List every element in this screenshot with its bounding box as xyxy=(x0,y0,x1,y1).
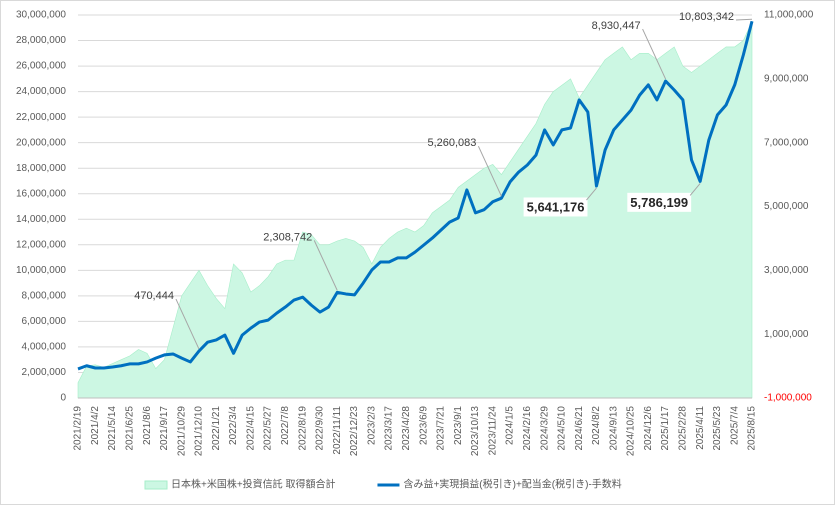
y-tick-label: 16,000,000 xyxy=(16,188,66,199)
x-tick-label: 2022/3/4 xyxy=(228,406,239,445)
x-tick-label: 2022/4/15 xyxy=(245,406,256,451)
x-tick-label: 2025/2/28 xyxy=(678,406,689,451)
x-tick-label: 2023/4/28 xyxy=(401,406,412,451)
data-label: 8,930,447 xyxy=(592,20,641,32)
leader-line xyxy=(175,298,200,350)
leader-line xyxy=(735,18,753,21)
x-tick-label: 2021/4/2 xyxy=(90,406,101,445)
y2-tick-label: 3,000,000 xyxy=(764,265,809,276)
label-box xyxy=(627,192,692,212)
data-label: 470,444 xyxy=(134,290,174,302)
line xyxy=(77,20,754,371)
x-tick-label: 2021/8/6 xyxy=(142,406,153,445)
y-tick-label: 10,000,000 xyxy=(16,265,66,276)
x-tick-label: 2024/12/6 xyxy=(643,406,654,451)
legend-label: 含み益+実現損益(税引き)+配当金(税引き)-手数料 xyxy=(403,478,621,491)
emphasized-label: 5,786,199 xyxy=(627,192,692,212)
x-tick-label: 2021/2/19 xyxy=(73,406,84,451)
y2-tick-label: 9,000,000 xyxy=(764,73,809,84)
label-box xyxy=(523,197,588,217)
x-tick-label: 2021/6/25 xyxy=(124,406,135,451)
legend-swatch xyxy=(144,480,168,490)
x-tick-label: 2022/12/23 xyxy=(349,406,360,456)
x-tick-label: 2021/9/17 xyxy=(159,406,170,451)
x-tick-label: 2023/2/3 xyxy=(366,406,377,445)
x-tick-label: 2022/9/30 xyxy=(315,406,326,451)
leader-line xyxy=(313,240,338,291)
leader-line xyxy=(689,183,701,196)
y-tick-label: 4,000,000 xyxy=(22,342,67,353)
x-tick-label: 2023/6/9 xyxy=(418,406,429,445)
y-tick-label: 18,000,000 xyxy=(16,163,66,174)
y-tick-label: 22,000,000 xyxy=(16,112,66,123)
x-tick-label: 2024/10/25 xyxy=(626,406,637,456)
x-tick-label: 2023/11/24 xyxy=(487,406,498,456)
y-tick-label: 12,000,000 xyxy=(16,239,66,250)
x-tick-label: 2023/7/21 xyxy=(436,406,447,451)
x-tick-label: 2025/1/17 xyxy=(660,406,671,451)
x-tick-label: 2024/8/2 xyxy=(591,406,602,445)
x-tick-label: 2024/2/16 xyxy=(522,406,533,451)
x-tick-label: 2022/11/11 xyxy=(332,406,343,455)
y-tick-label: 28,000,000 xyxy=(16,35,66,46)
y2-tick-label: 11,000,000 xyxy=(764,10,814,21)
y-tick-label: 2,000,000 xyxy=(22,367,67,378)
area xyxy=(77,21,753,399)
y-tick-label: 6,000,000 xyxy=(22,316,67,327)
x-tick-label: 2025/7/4 xyxy=(729,406,740,445)
y-tick-label: 20,000,000 xyxy=(16,137,66,148)
x-tick-label: 2022/8/19 xyxy=(297,406,308,451)
y-tick-label: 8,000,000 xyxy=(22,291,67,302)
y-tick-label: 26,000,000 xyxy=(16,61,66,72)
y2-tick-label: 7,000,000 xyxy=(764,137,809,148)
leader-line xyxy=(586,187,597,201)
y-tick-label: 30,000,000 xyxy=(16,10,66,21)
x-tick-label: 2024/1/5 xyxy=(505,406,516,445)
x-tick-label: 2021/10/29 xyxy=(176,406,187,456)
x-tick-label: 2022/5/27 xyxy=(263,406,274,451)
data-label: 5,260,083 xyxy=(427,137,476,149)
y2-tick-label: -1,000,000 xyxy=(764,393,812,404)
x-tick-label: 2023/3/17 xyxy=(384,406,395,451)
data-label: 2,308,742 xyxy=(263,231,312,243)
x-tick-label: 2022/1/21 xyxy=(211,406,222,451)
data-label: 5,641,176 xyxy=(527,199,585,214)
y-tick-label: 24,000,000 xyxy=(16,86,66,97)
x-tick-label: 2024/3/29 xyxy=(539,406,550,451)
x-tick-label: 2025/5/23 xyxy=(712,406,723,451)
x-tick-label: 2024/5/10 xyxy=(557,406,568,451)
x-tick-label: 2025/4/11 xyxy=(695,406,706,450)
leader-line xyxy=(642,28,667,80)
y-tick-label: 14,000,000 xyxy=(16,214,66,225)
y-tick-label: 0 xyxy=(60,393,66,404)
data-label: 5,786,199 xyxy=(630,195,688,210)
legend-label: 日本株+米国株+投資信託 取得額合計 xyxy=(171,478,335,491)
x-tick-label: 2024/9/13 xyxy=(608,406,619,451)
x-tick-label: 2021/5/14 xyxy=(107,406,118,451)
x-tick-label: 2024/6/21 xyxy=(574,406,585,451)
x-tick-label: 2025/8/15 xyxy=(747,406,758,451)
x-tick-label: 2023/10/13 xyxy=(470,406,481,456)
x-tick-label: 2021/12/10 xyxy=(194,406,205,456)
emphasized-label: 5,641,176 xyxy=(523,197,588,217)
y2-tick-label: 5,000,000 xyxy=(764,201,809,212)
data-label: 10,803,342 xyxy=(679,11,734,23)
y2-tick-label: 1,000,000 xyxy=(764,329,809,340)
x-tick-label: 2022/7/8 xyxy=(280,406,291,445)
x-tick-label: 2023/9/1 xyxy=(453,406,464,445)
leader-line xyxy=(477,145,502,197)
